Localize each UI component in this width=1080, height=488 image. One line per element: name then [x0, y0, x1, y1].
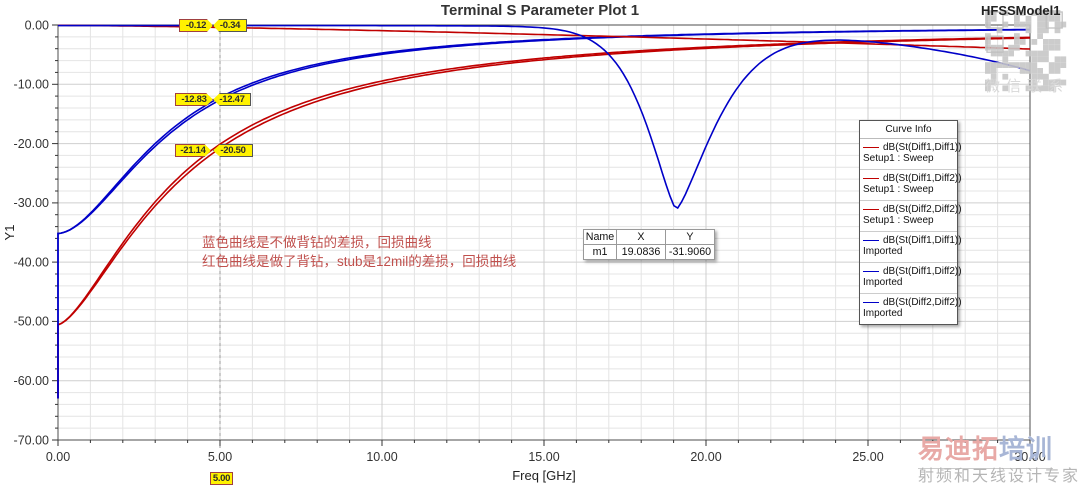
svg-text:15.00: 15.00 — [528, 450, 559, 464]
svg-text:25.00: 25.00 — [852, 450, 883, 464]
svg-text:0.00: 0.00 — [25, 18, 49, 32]
svg-text:-20.00: -20.00 — [14, 137, 49, 151]
svg-text:Y1: Y1 — [2, 225, 17, 241]
svg-text:Freq [GHz]: Freq [GHz] — [512, 468, 576, 483]
svg-text:-10.00: -10.00 — [14, 78, 49, 92]
svg-text:-40.00: -40.00 — [14, 255, 49, 269]
svg-text:0.00: 0.00 — [46, 450, 70, 464]
svg-text:20.00: 20.00 — [690, 450, 721, 464]
svg-text:-70.00: -70.00 — [14, 433, 49, 447]
svg-text:-50.00: -50.00 — [14, 315, 49, 329]
svg-text:5.00: 5.00 — [208, 450, 232, 464]
svg-text:10.00: 10.00 — [366, 450, 397, 464]
svg-text:-30.00: -30.00 — [14, 196, 49, 210]
svg-text:-60.00: -60.00 — [14, 374, 49, 388]
